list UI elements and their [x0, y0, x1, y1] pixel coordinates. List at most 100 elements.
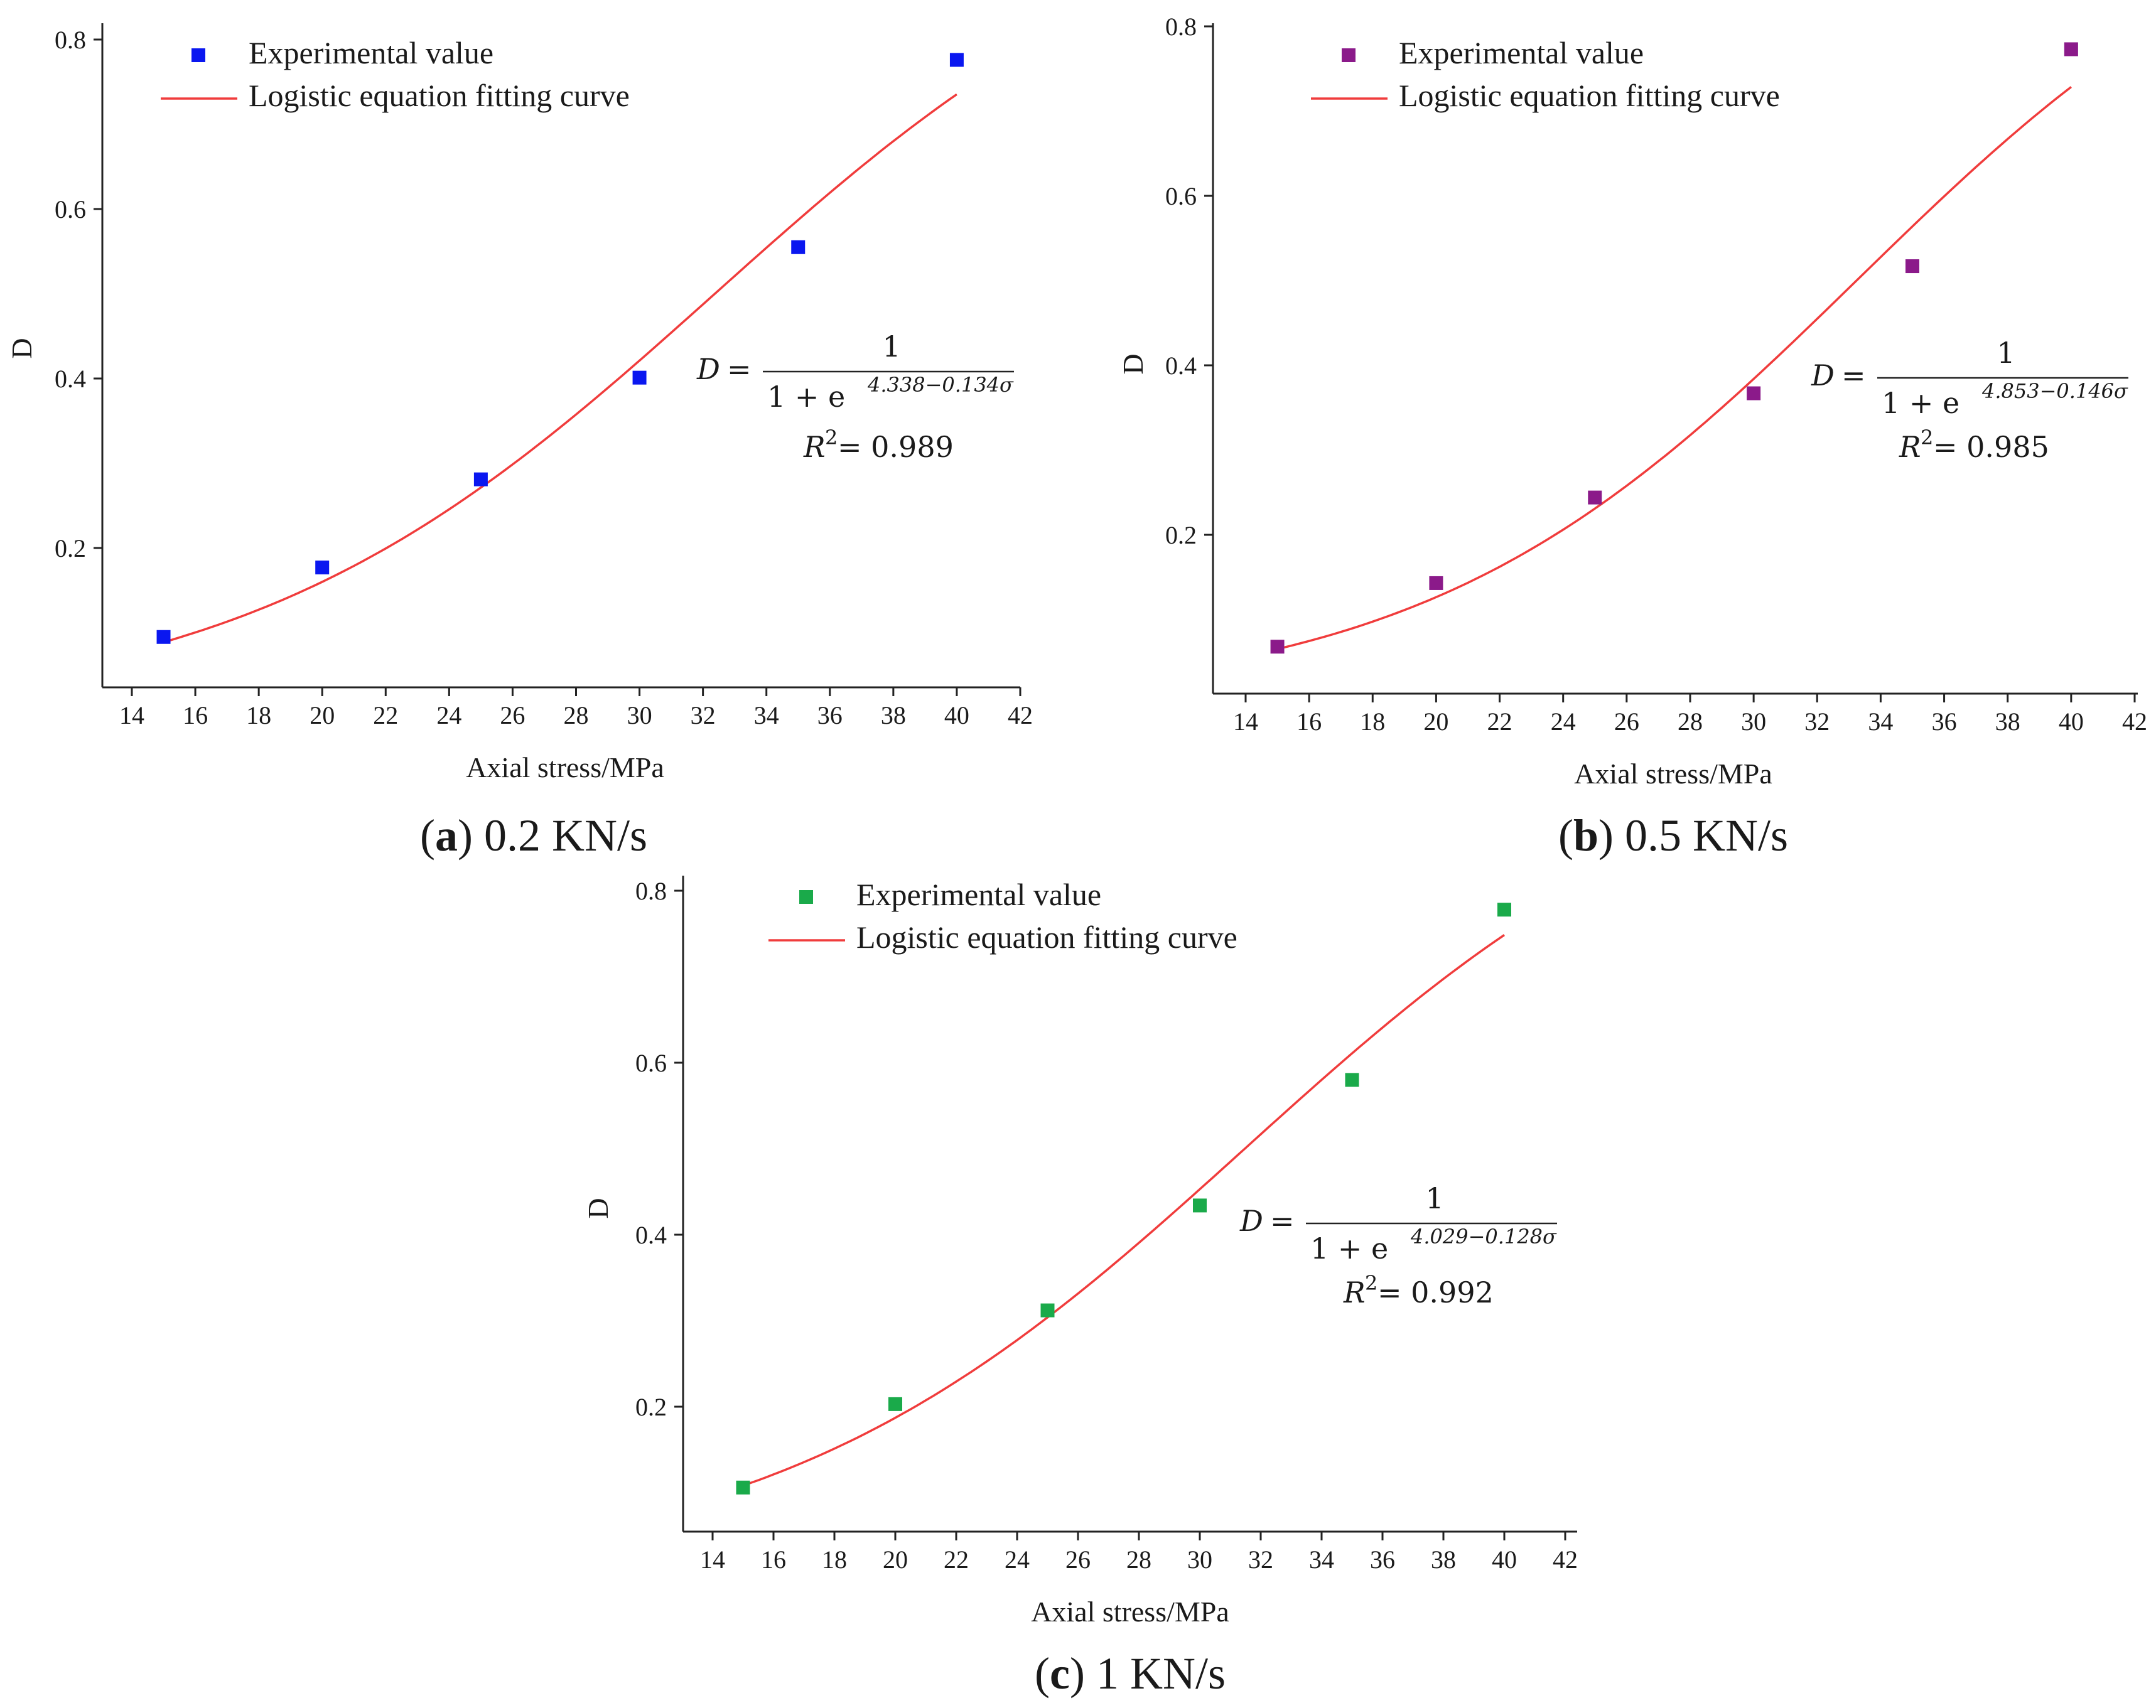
x-tick-label: 38 [1431, 1545, 1456, 1574]
data-point [1588, 490, 1602, 505]
caption-letter: c [1050, 1648, 1070, 1699]
x-tick-label: 28 [1678, 707, 1703, 736]
legend-label-fit: Logistic equation fitting curve [1399, 78, 1780, 113]
data-point [1905, 259, 1919, 274]
data-point [1345, 1073, 1359, 1087]
y-axis-label: D [582, 1198, 614, 1218]
y-tick-label: 0.6 [55, 195, 86, 223]
fit-equation: D = 1 1 + e 4.853−0.146σ [1811, 336, 2128, 420]
equation-exponent: 4.853−0.146σ [1981, 379, 2128, 403]
equation-numerator: 1 [1997, 336, 2015, 370]
x-tick-label: 24 [1551, 707, 1576, 736]
legend-label-experimental: Experimental value [1399, 35, 1644, 70]
panel-caption: (b) 0.5 KN/s [1558, 810, 1788, 861]
x-tick-label: 26 [1614, 707, 1639, 736]
x-tick-label: 36 [1932, 707, 1957, 736]
y-tick-label: 0.2 [635, 1393, 667, 1421]
caption-letter: a [435, 810, 458, 861]
panel-caption: (c) 1 KN/s [1035, 1648, 1226, 1699]
data-point [1497, 903, 1511, 917]
r2-value: = 0.985 [1933, 430, 2049, 464]
legend-label-experimental: Experimental value [856, 877, 1101, 912]
y-tick-label: 0.4 [635, 1221, 667, 1249]
x-tick-label: 36 [1370, 1545, 1395, 1574]
x-tick-label: 14 [1233, 707, 1258, 736]
equation-denominator: 1 + e [1882, 386, 1959, 420]
legend-label-experimental: Experimental value [249, 35, 493, 70]
caption-close-paren: ) [458, 810, 484, 861]
caption-open-paren: ( [1035, 1648, 1050, 1699]
caption-text: 1 KN/s [1096, 1648, 1226, 1699]
x-tick-label: 20 [310, 701, 335, 729]
y-tick-label: 0.2 [55, 534, 86, 562]
r2-superscript: 2 [1921, 426, 1933, 449]
legend-marker-experimental [799, 890, 813, 904]
caption-text: 0.2 KN/s [484, 810, 647, 861]
x-tick-label: 30 [1741, 707, 1766, 736]
x-tick-label: 30 [1187, 1545, 1212, 1574]
equation-equals: = [1841, 358, 1866, 392]
x-tick-label: 14 [119, 701, 144, 729]
data-point [791, 240, 806, 254]
y-tick-label: 0.4 [1165, 352, 1197, 380]
r2-label: R [803, 430, 826, 464]
equation-exponent: 4.029−0.128σ [1410, 1225, 1557, 1249]
x-tick-label: 22 [1487, 707, 1512, 736]
x-tick-label: 32 [691, 701, 716, 729]
x-tick-label: 34 [754, 701, 779, 729]
fit-curve-line [742, 934, 1505, 1487]
x-tick-label: 18 [1360, 707, 1385, 736]
y-tick-label: 0.2 [1165, 521, 1197, 549]
x-tick-label: 28 [1126, 1545, 1151, 1574]
caption-open-paren: ( [420, 810, 435, 861]
y-axis-label: D [6, 338, 38, 358]
x-tick-label: 20 [883, 1545, 908, 1574]
r2-value: = 0.989 [838, 430, 954, 464]
y-axis-label: D [1117, 353, 1149, 374]
data-point [1193, 1198, 1207, 1213]
legend-marker-experimental [191, 48, 205, 62]
y-tick-label: 0.6 [635, 1049, 667, 1077]
data-point [736, 1480, 750, 1495]
caption-open-paren: ( [1558, 810, 1573, 861]
data-point [315, 561, 330, 575]
equation-exponent: 4.338−0.134σ [867, 373, 1014, 397]
y-tick-label: 0.8 [635, 877, 667, 905]
r2-label: R [1899, 430, 1921, 464]
x-tick-label: 30 [627, 701, 652, 729]
x-tick-label: 14 [700, 1545, 725, 1574]
x-tick-label: 34 [1309, 1545, 1334, 1574]
x-axis-label: Axial stress/MPa [1574, 758, 1772, 790]
y-tick-label: 0.8 [55, 26, 86, 54]
caption-close-paren: ) [1598, 810, 1625, 861]
data-point [949, 53, 964, 67]
x-tick-label: 16 [761, 1545, 786, 1574]
equation-lhs: D [1239, 1204, 1263, 1238]
chart-panel-b: 14 16 18 20 22 24 26 28 30 32 34 36 38 40 42 0.2 0.4 0.6 0… [1117, 13, 2147, 861]
legend: Experimental value Logistic equation fitt… [1311, 35, 1780, 113]
x-tick-label: 24 [436, 701, 461, 729]
x-axis-label: Axial stress/MPa [1031, 1596, 1229, 1628]
x-tick-label: 20 [1423, 707, 1448, 736]
equation-numerator: 1 [882, 330, 900, 363]
chart-panel-a: 14 16 18 20 22 24 26 28 30 32 34 36 38 40 42 0.2 0.4 0.6 0… [6, 23, 1033, 861]
fit-equation: D = 1 1 + e 4.029−0.128σ [1239, 1181, 1557, 1265]
equation-lhs: D [696, 352, 720, 386]
x-axis-label: Axial stress/MPa [466, 751, 664, 783]
data-point [1270, 640, 1285, 654]
x-tick-label: 40 [944, 701, 969, 729]
x-tick-label: 32 [1804, 707, 1830, 736]
x-tick-label: 18 [246, 701, 271, 729]
r2-superscript: 2 [1365, 1271, 1377, 1295]
data-point [473, 472, 488, 486]
legend: Experimental value Logistic equation fitt… [768, 877, 1237, 955]
equation-equals: = [727, 352, 752, 386]
x-tick-label: 22 [944, 1545, 969, 1574]
x-tick-label: 24 [1005, 1545, 1030, 1574]
x-tick-label: 38 [881, 701, 906, 729]
r2-value: = 0.992 [1377, 1276, 1494, 1309]
r2-label: R [1343, 1276, 1366, 1309]
